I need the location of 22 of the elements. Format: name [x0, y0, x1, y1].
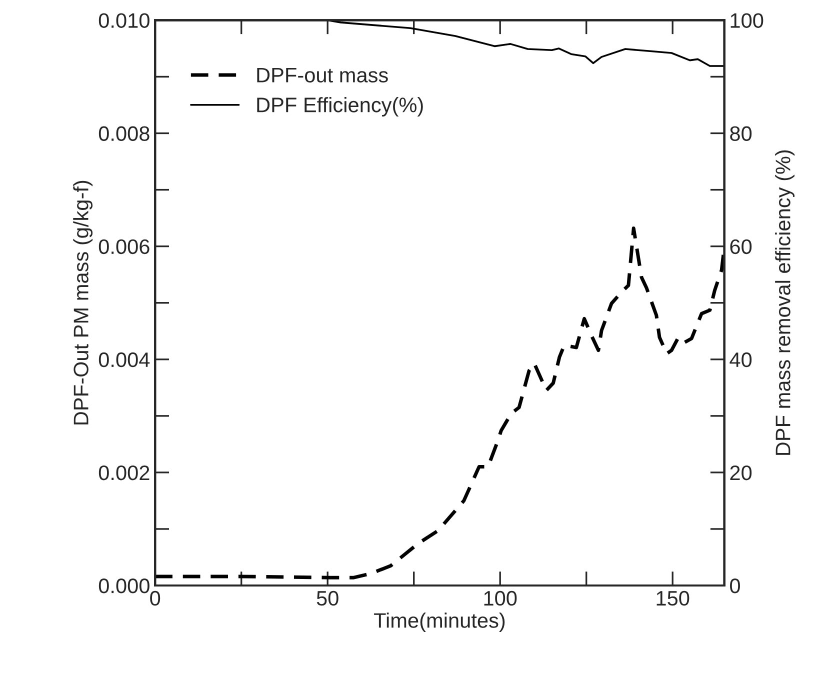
x-tick-label: 100	[484, 590, 517, 606]
y2-tick-label: 40	[730, 352, 752, 368]
legend-label: DPF Efficiency(%)	[257, 97, 423, 116]
legend-label: DPF-out mass	[257, 68, 388, 83]
x-tick-label: 50	[316, 590, 338, 606]
y-tick-label: 0.002	[98, 465, 150, 480]
y2-tick-label: 0	[730, 578, 740, 594]
y2-tick-label: 100	[730, 13, 764, 28]
y-tick-label: 0.000	[98, 578, 150, 594]
y2-tick-label: 60	[730, 239, 752, 254]
y2-tick-label: 80	[730, 126, 752, 142]
y2-axis-title: DPF mass removal efficiency (%)	[775, 150, 794, 455]
y2-tick-label: 20	[730, 465, 752, 480]
y-axis-title: DPF-Out PM mass (g/kg-f)	[73, 180, 93, 424]
x-tick-label: 0	[150, 590, 160, 606]
y-tick-label: 0.006	[98, 239, 150, 254]
line-series	[155, 226, 724, 580]
x-tick-label: 150	[656, 590, 690, 606]
x-axis-title: Time(minutes)	[374, 612, 505, 632]
y-tick-label: 0.004	[98, 352, 150, 368]
y-tick-label: 0.010	[98, 13, 150, 28]
y-tick-label: 0.008	[98, 126, 150, 142]
